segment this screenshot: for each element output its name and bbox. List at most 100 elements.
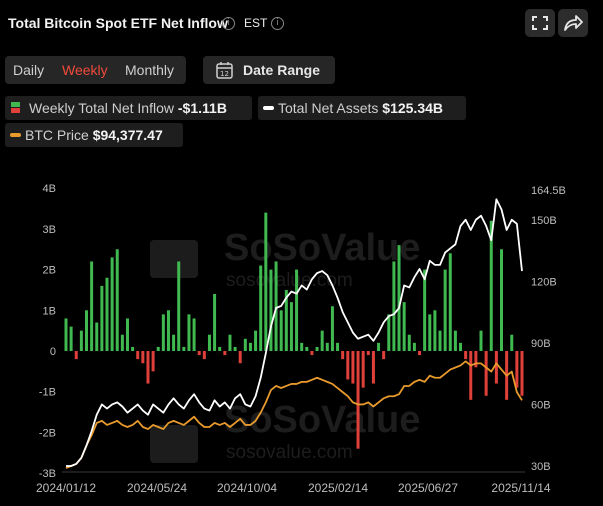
inflow-bar (510, 334, 514, 351)
inflow-bar (120, 334, 124, 351)
tab-monthly[interactable]: Monthly (125, 62, 175, 78)
inflow-bar (474, 351, 478, 368)
date-range-label: Date Range (243, 62, 321, 78)
inflow-bar (418, 351, 422, 356)
tab-weekly[interactable]: Weekly (62, 62, 108, 78)
interval-tabs: Daily Weekly Monthly (5, 56, 186, 84)
inflow-bar (218, 346, 222, 351)
calendar-day: 12 (220, 70, 229, 78)
legend-inflow[interactable]: Weekly Total Net Inflow -$1.11B (5, 96, 252, 120)
inflow-bar (279, 310, 283, 351)
right-tick-label: 120B (531, 276, 557, 288)
legend-assets-label: Total Net Assets (278, 100, 379, 116)
inflow-bar (187, 314, 191, 351)
inflow-bar (110, 257, 114, 351)
inflow-bar (300, 342, 304, 351)
inflow-bar (141, 351, 145, 364)
x-tick-label: 2025/02/14 (308, 481, 368, 495)
left-tick-label: 2B (43, 265, 56, 277)
inflow-bar (407, 334, 411, 351)
x-axis: 2024/01/12 2024/05/24 2024/10/04 2025/02/14… (36, 471, 551, 495)
inflow-bar (69, 326, 73, 351)
etf-flow-chart[interactable]: SoSoValuesosovalue.comSoSoValuesosovalue… (0, 170, 603, 506)
inflow-bar (500, 249, 504, 351)
inflow-bar (284, 289, 288, 351)
inflow-bar (136, 351, 140, 360)
inflow-bar (361, 351, 365, 388)
right-tick-label: 150B (531, 215, 557, 227)
share-button[interactable] (558, 9, 588, 37)
info-icon[interactable]: i (222, 17, 235, 30)
inflow-bar (197, 351, 201, 356)
x-tick-label: 2024/01/12 (36, 481, 96, 495)
inflow-bar (74, 351, 78, 360)
inflow-bar (192, 318, 196, 351)
date-range-button[interactable]: 12 Date Range (203, 56, 335, 84)
inflow-bar (213, 294, 217, 351)
legend-assets-value: $125.34B (382, 100, 443, 116)
inflow-bar (115, 249, 119, 351)
watermark-site: sosovalue.com (226, 270, 353, 291)
inflow-bar (479, 330, 483, 351)
inflow-bar (223, 351, 227, 356)
page-title: Total Bitcoin Spot ETF Net Inflow (8, 15, 228, 31)
right-tick-label: 60B (531, 399, 551, 411)
inflow-bar (105, 277, 109, 351)
legend-btc-value: $94,377.47 (92, 127, 163, 143)
inflow-bar (95, 322, 99, 351)
inflow-bar (336, 342, 340, 351)
inflow-bar (366, 351, 370, 356)
inflow-bar (489, 220, 493, 351)
x-tick-label: 2025/11/14 (491, 481, 550, 495)
inflow-bar (438, 330, 442, 351)
legend-btc[interactable]: BTC Price $94,377.47 (5, 123, 183, 147)
inflow-bar (320, 330, 324, 351)
inflow-bar (433, 310, 437, 351)
inflow-bar (330, 306, 334, 351)
inflow-bar (264, 212, 268, 351)
watermark-brand: SoSoValue (224, 227, 420, 269)
calendar-icon: 12 (216, 62, 233, 79)
inflow-bar (464, 351, 468, 360)
inflow-bar (228, 334, 232, 351)
inflow-bar (494, 351, 498, 384)
left-tick-label: -1B (39, 387, 56, 399)
btc-swatch-icon (10, 133, 21, 137)
legend-assets[interactable]: Total Net Assets $125.34B (258, 96, 466, 120)
inflow-bar (371, 351, 375, 384)
right-tick-label: 90B (531, 338, 551, 350)
inflow-bar (233, 346, 237, 351)
inflow-bar (423, 269, 427, 351)
watermark-brand-2: SoSoValue (224, 399, 420, 441)
fullscreen-button[interactable] (525, 9, 555, 37)
x-tick-label: 2024/05/24 (127, 481, 187, 495)
wm-logo-bottom (150, 425, 198, 463)
inflow-bar (202, 351, 206, 360)
right-tick-label: 30B (531, 461, 551, 473)
inflow-bar (84, 310, 88, 351)
left-tick-label: 1B (43, 305, 56, 317)
expand-icon (532, 16, 548, 30)
timezone-label: EST (244, 16, 268, 30)
tab-daily[interactable]: Daily (13, 62, 45, 78)
inflow-bar (100, 285, 104, 351)
inflow-bar (377, 342, 381, 351)
inflow-bars (64, 212, 524, 449)
inflow-bar (289, 302, 293, 351)
inflow-bar (412, 342, 416, 351)
timezone-info-icon[interactable]: i (271, 17, 284, 30)
inflow-bar (243, 338, 247, 351)
btc-price-line (65, 360, 523, 469)
inflow-bar (443, 269, 447, 351)
inflow-bar (459, 342, 463, 351)
left-tick-label: 4B (43, 183, 56, 195)
inflow-bar (90, 261, 94, 351)
inflow-bar (351, 351, 355, 384)
inflow-bar (177, 261, 181, 351)
inflow-bar (448, 253, 452, 351)
left-tick-label: -3B (39, 468, 56, 480)
inflow-bar (325, 342, 329, 351)
inflow-bar (259, 265, 263, 351)
left-axis: 4B 3B 2B 1B 0 -1B -2B -3B (39, 183, 56, 480)
inflow-bar (151, 351, 155, 372)
